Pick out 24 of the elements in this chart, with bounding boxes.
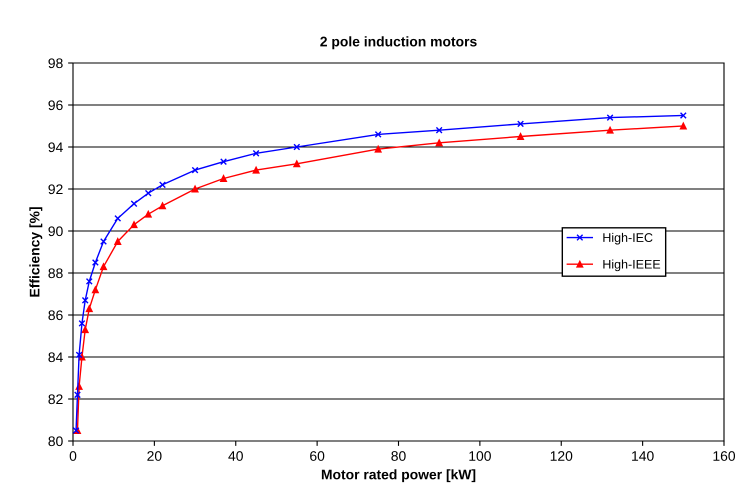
y-tick-label: 82 — [48, 394, 63, 404]
y-tick-label: 92 — [48, 184, 63, 194]
y-tick-label: 94 — [48, 142, 63, 152]
x-tick-label: 60 — [310, 451, 324, 461]
y-tick-label: 86 — [48, 310, 63, 320]
y-axis-title: Efficiency [%] — [29, 207, 42, 297]
x-tick-label: 160 — [713, 451, 736, 461]
y-tick-label: 84 — [48, 352, 63, 362]
chart-title: 2 pole induction motors — [320, 36, 477, 50]
x-axis-title: Motor rated power [kW] — [322, 469, 476, 482]
y-tick-label: 98 — [48, 58, 63, 68]
y-tick-label: 80 — [48, 436, 63, 446]
x-tick-label: 100 — [469, 451, 491, 461]
x-tick-label: 140 — [632, 451, 654, 461]
x-tick-label: 40 — [228, 451, 243, 461]
x-tick-label: 20 — [147, 451, 162, 461]
x-tick-label: 80 — [391, 451, 406, 461]
y-tick-label: 96 — [48, 100, 63, 110]
x-tick-label: 120 — [550, 451, 572, 461]
legend-label: High-IEC — [603, 232, 653, 244]
x-tick-label: 0 — [70, 451, 76, 461]
y-tick-label: 88 — [48, 268, 63, 278]
y-tick-label: 90 — [48, 226, 63, 236]
legend-label: High-IEEE — [603, 260, 660, 272]
